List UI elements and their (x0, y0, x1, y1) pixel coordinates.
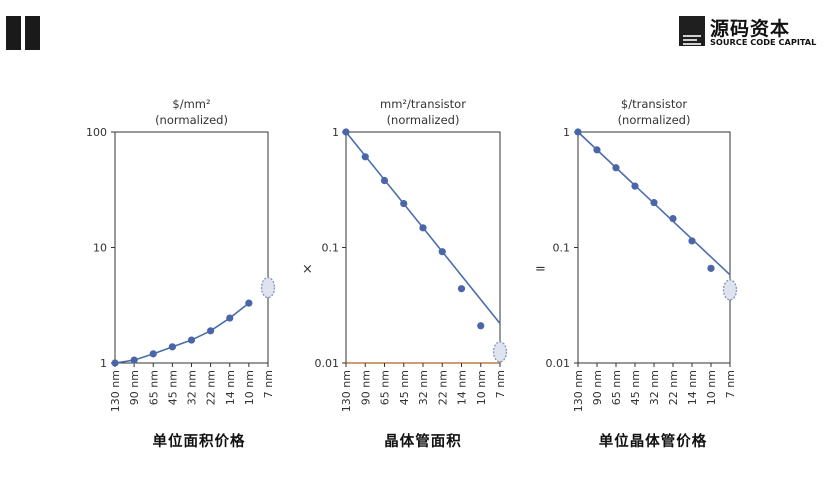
x-tick-label: 14 nm (224, 370, 237, 405)
data-point (457, 285, 466, 293)
y-tick-label: 0.1 (553, 242, 571, 255)
x-tick-label: 10 nm (705, 370, 718, 405)
x-tick-label: 130 nm (109, 370, 122, 412)
plot-frame (114, 131, 269, 364)
x-tick-label: 65 nm (610, 370, 623, 405)
data-point (342, 128, 350, 136)
x-tick-label: 65 nm (147, 370, 160, 405)
projected-value-marker (260, 276, 276, 299)
caption-price-per-area: 单位面积价格 (152, 433, 246, 450)
data-point (361, 153, 369, 161)
x-tick-label: 90 nm (591, 370, 604, 405)
data-point (168, 343, 176, 351)
corner-mark-bar (6, 16, 21, 50)
source-code-capital-logo: 源码资本 SOURCE CODE CAPITAL (679, 14, 816, 50)
y-tick-label: 1 (332, 126, 339, 139)
x-tick-label: 45 nm (398, 370, 411, 405)
data-point (438, 248, 446, 256)
data-point (400, 199, 408, 208)
corner-mark-bar (25, 16, 40, 50)
y-tick-label: 0.01 (315, 357, 340, 370)
data-point (574, 128, 582, 136)
chart-title: $/mm² (172, 97, 210, 111)
x-tick-label: 10 nm (475, 370, 488, 405)
data-point (380, 176, 389, 185)
x-tick-label: 130 nm (572, 370, 585, 412)
data-point (419, 224, 427, 232)
x-tick-label: 22 nm (205, 370, 218, 405)
logo-badge-icon (679, 16, 705, 46)
x-tick-label: 45 nm (166, 370, 179, 405)
equals-operator: = (535, 262, 546, 277)
plot-frame (577, 131, 731, 364)
data-point (650, 198, 658, 207)
series-line (114, 302, 250, 364)
chart-subtitle: (normalized) (155, 113, 228, 127)
data-point (226, 314, 234, 322)
chart-title: mm²/transistor (380, 97, 466, 111)
x-tick-label: 7 nm (494, 370, 507, 398)
data-point (149, 350, 157, 358)
data-point (245, 299, 253, 307)
chart-subtitle: (normalized) (387, 113, 460, 127)
data-point (612, 164, 620, 172)
data-point (707, 264, 715, 272)
y-tick-label: 0.1 (322, 242, 340, 255)
x-tick-label: 130 nm (340, 370, 353, 412)
chart-subtitle: (normalized) (618, 113, 691, 127)
y-tick-label: 10 (93, 242, 107, 255)
y-tick-label: 1 (563, 126, 570, 139)
x-tick-label: 32 nm (648, 370, 661, 405)
x-tick-label: 65 nm (379, 370, 392, 405)
y-tick-label: 1 (100, 357, 107, 370)
x-tick-label: 32 nm (417, 370, 430, 405)
x-tick-label: 7 nm (262, 370, 275, 398)
x-tick-label: 22 nm (667, 370, 680, 405)
plot-frame (345, 131, 501, 364)
data-point (631, 182, 639, 190)
x-tick-label: 45 nm (629, 370, 642, 405)
data-point (207, 327, 215, 335)
logo-english-name: SOURCE CODE CAPITAL (710, 37, 817, 47)
logo-chinese-name: 源码资本 (710, 18, 791, 40)
data-point (111, 359, 119, 367)
data-point (187, 336, 196, 344)
x-tick-label: 14 nm (686, 370, 699, 405)
data-point (593, 146, 601, 154)
data-point (669, 214, 677, 223)
x-tick-label: 22 nm (436, 370, 449, 405)
corner-mark (6, 16, 40, 50)
projected-value-marker (722, 279, 738, 301)
x-tick-label: 10 nm (243, 370, 256, 405)
multiply-operator: × (302, 262, 313, 277)
x-tick-label: 14 nm (456, 370, 469, 405)
x-tick-label: 7 nm (724, 370, 737, 398)
x-tick-label: 90 nm (128, 370, 141, 405)
data-point (130, 356, 138, 364)
y-tick-label: 0.01 (546, 357, 571, 370)
caption-transistor-area: 晶体管面积 (384, 433, 462, 450)
data-point (688, 237, 696, 245)
x-tick-label: 90 nm (359, 370, 372, 405)
chart-title: $/transistor (621, 97, 687, 111)
projected-value-marker (492, 341, 508, 363)
x-tick-label: 32 nm (186, 370, 199, 405)
caption-price-per-transistor: 单位晶体管价格 (598, 433, 708, 450)
data-point (477, 322, 485, 330)
y-tick-label: 100 (86, 126, 107, 139)
